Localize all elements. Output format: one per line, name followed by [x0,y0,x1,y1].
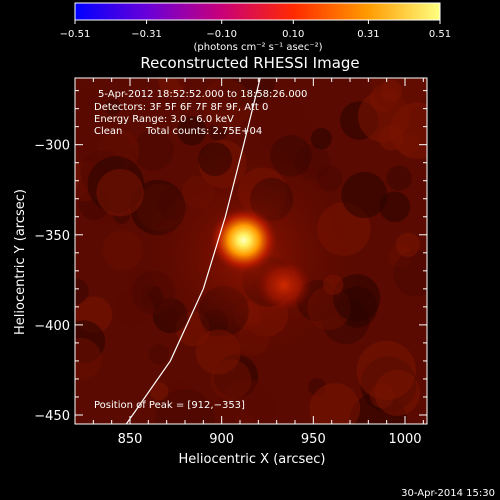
texture-blob [177,78,194,88]
y-tick-label: −350 [34,229,70,244]
y-tick-label: −400 [34,319,70,334]
texture-blob [208,86,235,113]
texture-blob [148,343,170,365]
texture-blob [133,129,174,171]
texture-blob [150,382,169,401]
solar-limb-curve [125,78,261,424]
x-tick-label: 1000 [388,432,421,447]
colorbar-ticks: −0.51 −0.31 −0.10 0.10 0.31 0.51 [60,20,451,40]
energy-range-annotation: Energy Range: 3.0 - 6.0 keV [94,114,234,125]
chart-title: Reconstructed RHESSI Image [140,54,359,72]
total-counts-annotation: Total counts: 2.75E+04 [145,126,262,137]
texture-blob [75,337,102,380]
colorbar-tick-label: 0.51 [429,29,451,40]
texture-blob [341,171,388,218]
image-heatmap [75,78,427,424]
texture-blob [379,191,411,223]
x-axis-label: Heliocentric X (arcsec) [179,452,326,467]
texture-blob [75,278,89,305]
colorbar [74,2,441,21]
colorbar-tick-label: 0.10 [282,29,304,40]
texture-blob [154,389,215,424]
texture-blob [104,99,122,116]
clean-annotation: Clean [94,126,122,137]
texture-blob [378,125,404,151]
x-tick-label: 950 [301,432,326,447]
texture-blob [386,165,412,191]
colorbar-tick-label: −0.31 [131,29,162,40]
texture-blob [310,128,332,150]
secondary-source [256,259,312,312]
x-tick-label: 900 [209,432,234,447]
texture-blob [393,250,427,297]
texture-blob [102,229,143,271]
texture-blob [96,168,144,217]
texture-blob [75,87,115,145]
peak-position-annotation: Position of Peak = [912,−353] [94,400,245,411]
x-axis: 850 900 950 1000 [92,78,424,447]
texture-blob [395,232,421,257]
detectors-annotation: Detectors: 3F 5F 6F 7F 8F 9F, Att 0 [94,102,268,113]
texture-blob [356,340,417,401]
texture-blob [177,116,207,146]
plot-frame [74,77,428,425]
main-source [209,207,278,274]
y-axis: −300 −350 −400 −450 [34,90,427,424]
colorbar-unit-label: (photons cm⁻² s⁻¹ asec⁻²) [193,42,322,53]
texture-blob [309,383,361,424]
colorbar-tick-label: −0.51 [60,29,91,40]
y-tick-label: −450 [34,409,70,424]
colorbar-tick-label: 0.31 [357,29,379,40]
x-tick-label: 850 [118,432,143,447]
colorbar-tick-label: −0.10 [206,29,237,40]
y-axis-label: Heliocentric Y (arcsec) [13,189,28,335]
time-range-annotation: 5-Apr-2012 18:52:52.000 to 18:58:26.000 [98,89,307,100]
y-tick-label: −300 [34,139,70,154]
texture-blob [380,79,403,102]
footer-date: 30-Apr-2014 15:30 [401,488,495,499]
